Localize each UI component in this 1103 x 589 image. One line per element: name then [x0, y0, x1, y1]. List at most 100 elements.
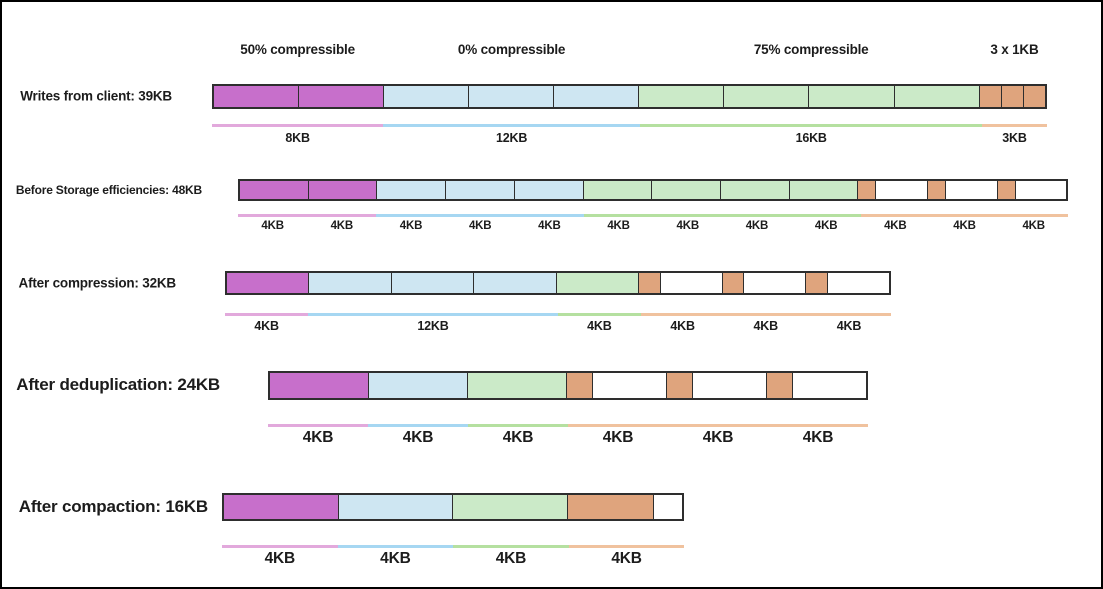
block-green: [809, 86, 895, 107]
block-white: [827, 273, 889, 293]
block-green: [789, 181, 859, 199]
block-orange: [722, 273, 745, 293]
underline-green: [557, 313, 641, 316]
underline-after-compression: [225, 313, 891, 316]
block-green: [453, 495, 568, 519]
block-bar-after-deduplication: [268, 371, 868, 400]
compressibility-label: 0% compressible: [457, 41, 566, 57]
block-bar-writes-from-client: [212, 84, 1047, 109]
underline-blue: [337, 545, 454, 548]
underline-magenta: [268, 424, 368, 427]
underline-orange: [860, 214, 1069, 217]
block-orange: [1001, 86, 1024, 107]
size-label: 4KB: [502, 429, 534, 446]
block-blue: [514, 181, 584, 199]
block-orange: [928, 181, 946, 199]
row-label-after-deduplication: After deduplication: 24KB: [16, 375, 220, 394]
underline-blue: [383, 124, 640, 127]
block-orange: [567, 373, 593, 398]
size-label: 4KB: [836, 318, 862, 333]
block-magenta: [224, 495, 339, 519]
underline-orange: [568, 424, 868, 427]
underline-orange: [982, 124, 1047, 127]
block-white: [692, 373, 767, 398]
block-white: [792, 373, 866, 398]
size-label: 4KB: [607, 220, 630, 232]
block-bar-before-storage-efficiencies: [238, 179, 1069, 201]
block-orange: [667, 373, 693, 398]
size-label: 4KB: [380, 550, 411, 567]
size-labels-writes-from-client: 8KB 12KB 16KB 3KB: [212, 129, 1047, 147]
size-label: 4KB: [587, 318, 612, 333]
size-label: 12KB: [496, 131, 528, 145]
block-green: [639, 86, 725, 107]
block-blue: [446, 181, 515, 199]
underline-magenta: [222, 545, 338, 548]
size-labels-after-compaction: 4KB 4KB 4KB 4KB: [222, 549, 684, 569]
size-label: 4KB: [676, 220, 700, 232]
block-green: [556, 273, 640, 293]
underline-orange: [568, 545, 685, 548]
block-bar-after-compaction: [222, 493, 685, 521]
block-green: [720, 181, 790, 199]
block-green: [468, 373, 567, 398]
block-magenta: [240, 181, 309, 199]
block-orange: [639, 273, 661, 293]
block-green: [583, 181, 653, 199]
size-label: 4KB: [670, 318, 695, 333]
size-label: 3KB: [1002, 131, 1027, 145]
underline-writes-from-client: [212, 124, 1047, 127]
block-orange: [767, 373, 793, 398]
block-magenta: [227, 273, 310, 293]
block-white: [744, 273, 807, 293]
underline-magenta: [212, 124, 384, 127]
block-blue: [391, 273, 475, 293]
block-blue: [338, 495, 454, 519]
size-label: 16KB: [795, 131, 827, 145]
block-green: [894, 86, 980, 107]
size-label: 4KB: [702, 429, 734, 446]
size-label: 4KB: [302, 429, 334, 446]
compressibility-labels: 50% compressible 0% compressible 75% compr…: [212, 40, 1047, 58]
underline-blue: [368, 424, 468, 427]
block-orange: [567, 495, 654, 519]
block-blue: [309, 273, 392, 293]
underline-magenta: [238, 214, 377, 217]
underline-before-storage-efficiencies: [238, 214, 1069, 217]
row-label-after-compression: After compression: 32KB: [18, 275, 177, 291]
compressibility-label: 3 x 1KB: [990, 41, 1039, 57]
size-label: 4KB: [254, 318, 279, 333]
underline-blue: [376, 214, 584, 217]
size-label: 4KB: [261, 220, 284, 232]
size-label: 4KB: [538, 220, 561, 232]
block-blue: [474, 273, 557, 293]
size-label: 4KB: [330, 220, 354, 232]
row-label-before-storage-efficiencies: Before Storage efficiencies: 48KB: [15, 183, 202, 197]
size-label: 4KB: [884, 220, 907, 232]
block-green: [652, 181, 721, 199]
block-magenta: [299, 86, 385, 107]
size-label: 8KB: [285, 131, 310, 145]
block-blue: [369, 373, 468, 398]
block-orange: [997, 181, 1016, 199]
size-label: 4KB: [1022, 220, 1045, 232]
size-labels-before-storage-efficiencies: 4KB 4KB 4KB 4KB 4KB 4KB 4KB 4KB 4KB 4KB 4KB 4KB: [238, 218, 1068, 234]
underline-green: [468, 424, 568, 427]
size-label: 4KB: [495, 550, 527, 567]
size-label: 12KB: [417, 318, 449, 333]
compressibility-label: 75% compressible: [753, 41, 869, 57]
block-magenta: [308, 181, 378, 199]
underline-magenta: [225, 313, 309, 316]
size-label: 4KB: [264, 550, 296, 567]
block-white: [876, 181, 929, 199]
underline-after-compaction: [222, 545, 685, 548]
block-white: [660, 273, 723, 293]
block-orange: [858, 181, 877, 199]
block-blue: [469, 86, 555, 107]
underline-after-deduplication: [268, 424, 868, 427]
size-labels-after-compression: 4KB 12KB 4KB 4KB 4KB 4KB: [225, 317, 891, 334]
size-label: 4KB: [753, 318, 779, 333]
size-label: 4KB: [468, 220, 492, 232]
block-magenta: [270, 373, 369, 398]
